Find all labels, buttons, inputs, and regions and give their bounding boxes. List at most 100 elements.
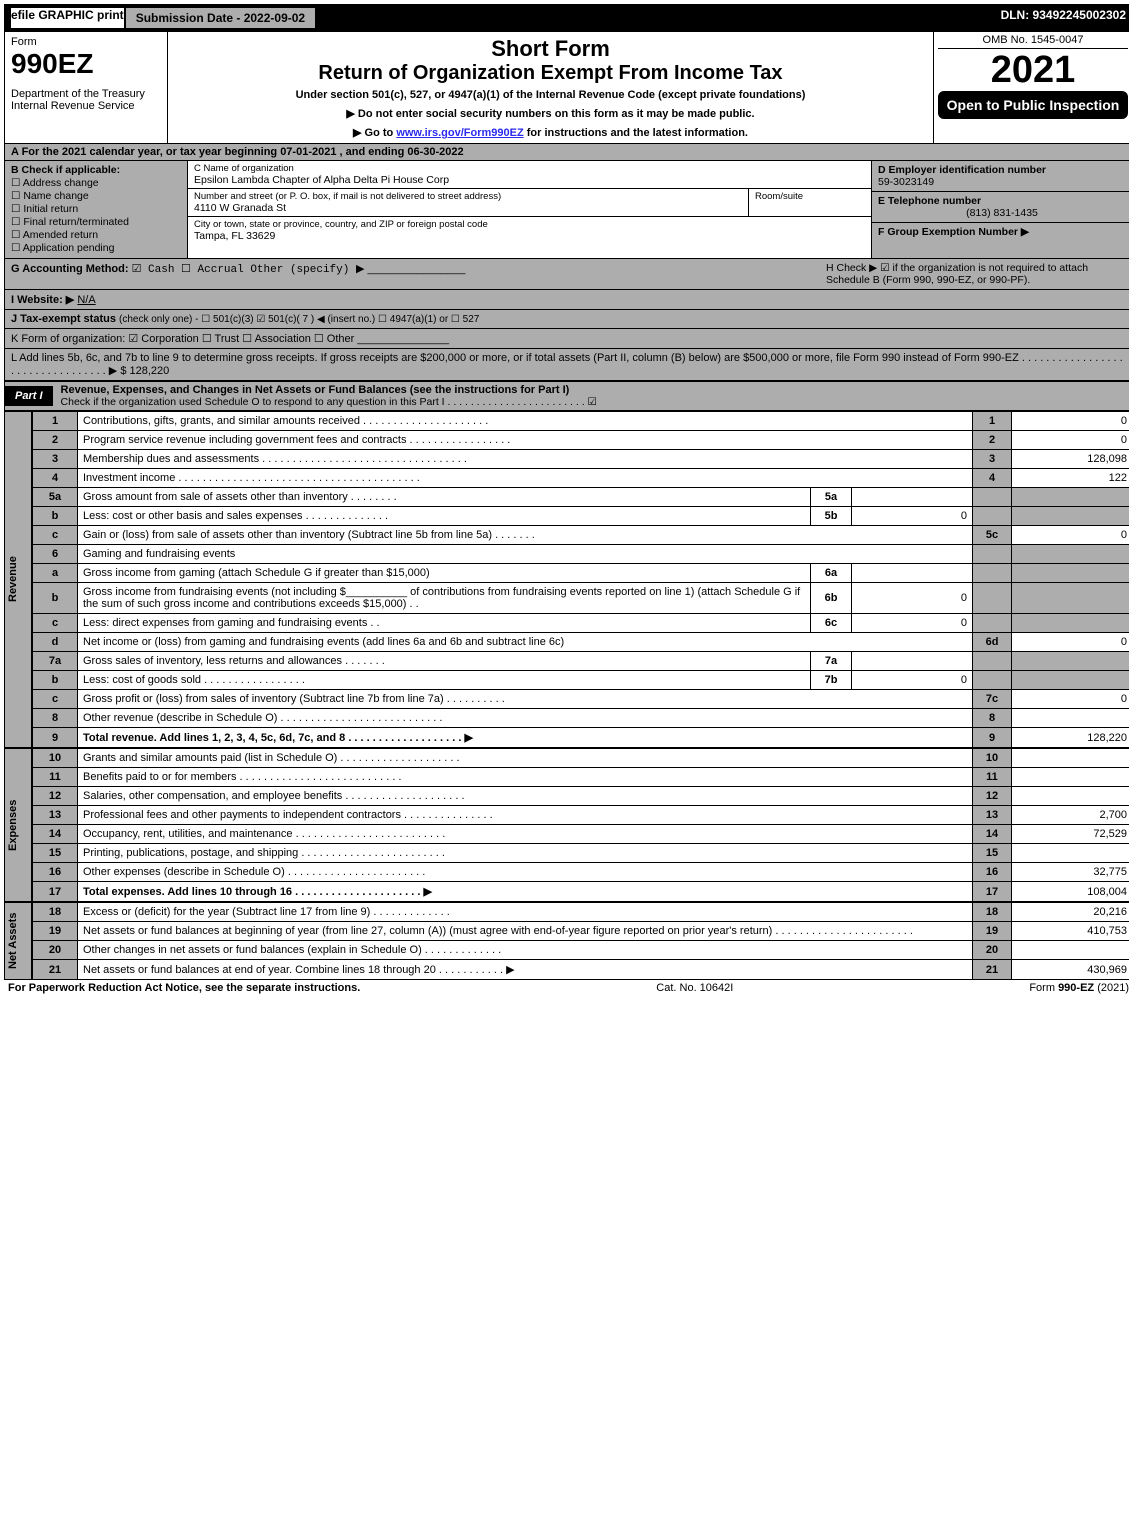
footer-catno: Cat. No. 10642I <box>656 982 733 994</box>
org-form-opts: K Form of organization: ☑ Corporation ☐ … <box>11 333 354 345</box>
line-6c: c Less: direct expenses from gaming and … <box>33 614 1129 633</box>
part-i-tag: Part I <box>5 386 53 406</box>
ein-value: 59-3023149 <box>878 176 934 188</box>
chk-name-change[interactable]: ☐ Name change <box>11 190 181 202</box>
line-6-header: 6 Gaming and fundraising events <box>33 545 1129 564</box>
line-5a: 5a Gross amount from sale of assets othe… <box>33 488 1129 507</box>
line-9: 9 Total revenue. Add lines 1, 2, 3, 4, 5… <box>33 728 1129 748</box>
group-exemption-cell: F Group Exemption Number ▶ <box>872 223 1129 241</box>
line-15: 15 Printing, publications, postage, and … <box>33 844 1129 863</box>
subtitle: Under section 501(c), 527, or 4947(a)(1)… <box>176 89 925 101</box>
city-cell: City or town, state or province, country… <box>188 217 871 244</box>
h-schedule-b: H Check ▶ ☑ if the organization is not r… <box>826 262 1126 286</box>
row-j-tax-exempt: J Tax-exempt status (check only one) - ☐… <box>4 310 1129 329</box>
org-name-label: C Name of organization <box>194 163 865 174</box>
line-13: 13 Professional fees and other payments … <box>33 806 1129 825</box>
part-i-scheduleo-check: Check if the organization used Schedule … <box>61 396 597 408</box>
goto-line: ▶ Go to www.irs.gov/Form990EZ for instru… <box>176 126 925 139</box>
accounting-method-label: G Accounting Method: <box>11 263 129 275</box>
part-i-title: Revenue, Expenses, and Changes in Net As… <box>61 384 570 396</box>
phone-value: (813) 831-1435 <box>878 207 1126 219</box>
website-value: N/A <box>77 294 95 306</box>
line-7b: b Less: cost of goods sold . . . . . . .… <box>33 671 1129 690</box>
block-b-to-f: B Check if applicable: ☐ Address change … <box>4 161 1129 259</box>
line-10: 10 Grants and similar amounts paid (list… <box>33 749 1129 768</box>
footer-formno: Form 990-EZ (2021) <box>1029 982 1129 994</box>
part-i-header: Part I Revenue, Expenses, and Changes in… <box>4 381 1129 411</box>
room-label: Room/suite <box>755 191 865 202</box>
netassets-table: 18 Excess or (deficit) for the year (Sub… <box>32 902 1129 980</box>
revenue-table: 1 Contributions, gifts, grants, and simi… <box>32 411 1129 748</box>
row-a-tax-year: A For the 2021 calendar year, or tax yea… <box>4 144 1129 161</box>
tax-exempt-opts: (check only one) - ☐ 501(c)(3) ☑ 501(c)(… <box>119 314 479 325</box>
open-to-public-badge: Open to Public Inspection <box>938 91 1128 119</box>
row-k-org-form: K Form of organization: ☑ Corporation ☐ … <box>4 329 1129 349</box>
footer-paperwork: For Paperwork Reduction Act Notice, see … <box>8 982 360 994</box>
phone-label: E Telephone number <box>878 195 981 207</box>
line-12: 12 Salaries, other compensation, and emp… <box>33 787 1129 806</box>
dept-treasury: Department of the Treasury <box>11 88 161 100</box>
goto-suffix: for instructions and the latest informat… <box>527 127 748 139</box>
blk-b-title: B Check if applicable: <box>11 164 120 176</box>
submission-date-badge: Submission Date - 2022-09-02 <box>126 8 315 28</box>
line-21: 21 Net assets or fund balances at end of… <box>33 960 1129 980</box>
chk-amended-return[interactable]: ☐ Amended return <box>11 229 181 241</box>
vert-label-expenses: Expenses <box>4 748 32 902</box>
street-value: 4110 W Granada St <box>194 202 742 214</box>
section-netassets: Net Assets 18 Excess or (deficit) for th… <box>4 902 1129 980</box>
accounting-method-opts: ☑ Cash ☐ Accrual Other (specify) ▶ <box>132 264 365 276</box>
line-20: 20 Other changes in net assets or fund b… <box>33 941 1129 960</box>
line-6a: a Gross income from gaming (attach Sched… <box>33 564 1129 583</box>
line-6b: b Gross income from fundraising events (… <box>33 583 1129 614</box>
city-value: Tampa, FL 33629 <box>194 230 865 242</box>
form-header: Form 990EZ Department of the Treasury In… <box>4 32 1129 144</box>
row-i-website: I Website: ▶ N/A <box>4 290 1129 310</box>
line-19: 19 Net assets or fund balances at beginn… <box>33 922 1129 941</box>
irs-label: Internal Revenue Service <box>11 100 161 112</box>
line-5c: c Gain or (loss) from sale of assets oth… <box>33 526 1129 545</box>
section-expenses: Expenses 10 Grants and similar amounts p… <box>4 748 1129 902</box>
ein-label: D Employer identification number <box>878 164 1046 176</box>
line-4: 4 Investment income . . . . . . . . . . … <box>33 469 1129 488</box>
row-g-h: G Accounting Method: ☑ Cash ☐ Accrual Ot… <box>4 259 1129 290</box>
expenses-table: 10 Grants and similar amounts paid (list… <box>32 748 1129 902</box>
ein-cell: D Employer identification number 59-3023… <box>872 161 1129 192</box>
line-3: 3 Membership dues and assessments . . . … <box>33 450 1129 469</box>
chk-address-change[interactable]: ☐ Address change <box>11 177 181 189</box>
form-word: Form <box>11 36 161 48</box>
dln-label: DLN: 93492245002302 <box>995 5 1129 31</box>
street-label: Number and street (or P. O. box, if mail… <box>194 191 742 202</box>
line-1: 1 Contributions, gifts, grants, and simi… <box>33 412 1129 431</box>
l-amount: 128,220 <box>130 365 170 377</box>
room-cell: Room/suite <box>748 189 871 216</box>
line-6d: d Net income or (loss) from gaming and f… <box>33 633 1129 652</box>
website-label: I Website: ▶ <box>11 294 74 306</box>
line-17: 17 Total expenses. Add lines 10 through … <box>33 882 1129 902</box>
org-name-value: Epsilon Lambda Chapter of Alpha Delta Pi… <box>194 174 865 186</box>
vert-label-revenue: Revenue <box>4 411 32 748</box>
vert-label-netassets: Net Assets <box>4 902 32 980</box>
group-exemption-label: F Group Exemption Number ▶ <box>878 226 1029 238</box>
l-text: L Add lines 5b, 6c, and 7b to line 9 to … <box>11 352 1123 377</box>
tax-year: 2021 <box>938 51 1128 89</box>
city-label: City or town, state or province, country… <box>194 219 865 230</box>
title-short-form: Short Form <box>176 36 925 62</box>
line-8: 8 Other revenue (describe in Schedule O)… <box>33 709 1129 728</box>
street-cell: Number and street (or P. O. box, if mail… <box>188 189 748 216</box>
phone-cell: E Telephone number (813) 831-1435 <box>872 192 1129 223</box>
chk-initial-return[interactable]: ☐ Initial return <box>11 203 181 215</box>
line-18: 18 Excess or (deficit) for the year (Sub… <box>33 903 1129 922</box>
row-l-gross-receipts: L Add lines 5b, 6c, and 7b to line 9 to … <box>4 349 1129 381</box>
omb-number: OMB No. 1545-0047 <box>938 34 1128 49</box>
ssn-warning: ▶ Do not enter social security numbers o… <box>176 107 925 120</box>
line-16: 16 Other expenses (describe in Schedule … <box>33 863 1129 882</box>
block-b-checkboxes: B Check if applicable: ☐ Address change … <box>5 161 188 258</box>
chk-application-pending[interactable]: ☐ Application pending <box>11 242 181 254</box>
irs-link[interactable]: www.irs.gov/Form990EZ <box>396 127 523 139</box>
chk-final-return[interactable]: ☐ Final return/terminated <box>11 216 181 228</box>
line-2: 2 Program service revenue including gove… <box>33 431 1129 450</box>
section-revenue: Revenue 1 Contributions, gifts, grants, … <box>4 411 1129 748</box>
line-14: 14 Occupancy, rent, utilities, and maint… <box>33 825 1129 844</box>
line-11: 11 Benefits paid to or for members . . .… <box>33 768 1129 787</box>
title-main: Return of Organization Exempt From Incom… <box>176 62 925 85</box>
